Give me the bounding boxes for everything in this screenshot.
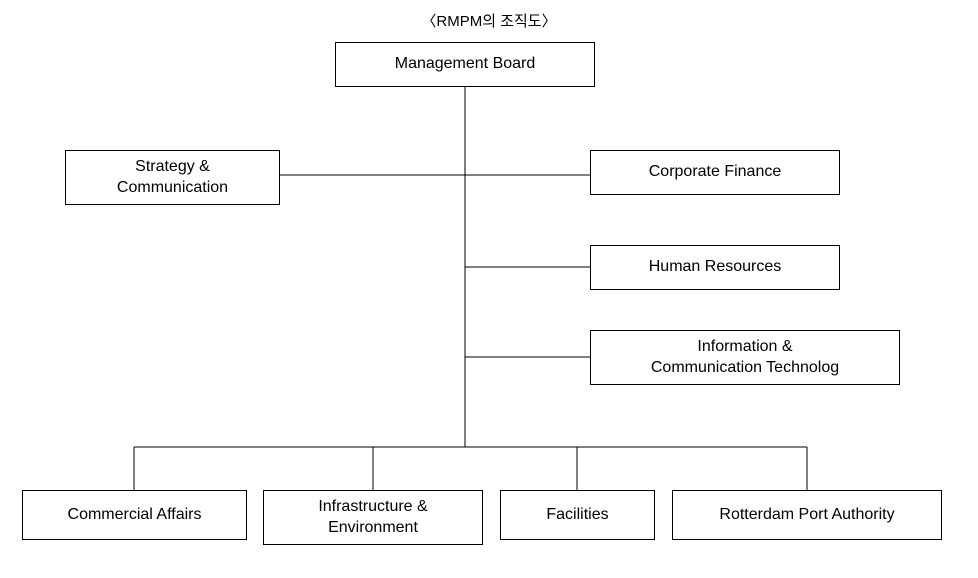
node-mgmt: Management Board bbox=[335, 42, 595, 87]
node-commercial: Commercial Affairs bbox=[22, 490, 247, 540]
node-hr: Human Resources bbox=[590, 245, 840, 290]
node-rpa: Rotterdam Port Authority bbox=[672, 490, 942, 540]
node-ict: Information &Communication Technolog bbox=[590, 330, 900, 385]
node-facilities: Facilities bbox=[500, 490, 655, 540]
node-corpfin: Corporate Finance bbox=[590, 150, 840, 195]
node-infra: Infrastructure &Environment bbox=[263, 490, 483, 545]
diagram-title: 〈RMPM의 조직도〉 bbox=[0, 10, 978, 31]
node-strategy: Strategy &Communication bbox=[65, 150, 280, 205]
